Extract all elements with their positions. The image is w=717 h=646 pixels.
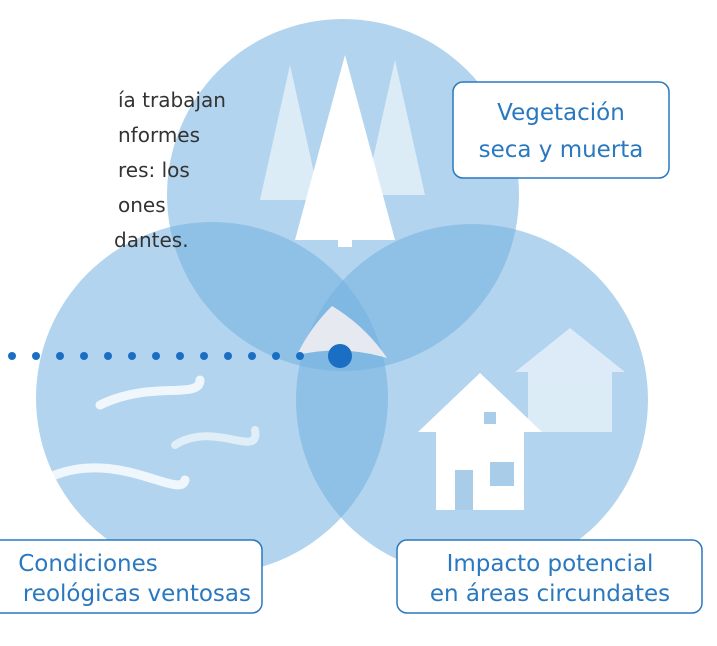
label-line: seca y muerta xyxy=(479,137,644,163)
paragraph-line: ones xyxy=(118,193,166,217)
paragraph-line: dantes. xyxy=(114,228,189,252)
label-line: en áreas circundates xyxy=(430,581,670,607)
paragraph-line: ía trabajan xyxy=(118,88,226,112)
venn-infographic: ía trabajan nformes res: los ones dantes… xyxy=(0,0,717,646)
vegetation-label: Vegetación seca y muerta xyxy=(453,82,669,178)
paragraph-line: nformes xyxy=(118,123,200,147)
weather-label: Condiciones reológicas ventosas xyxy=(0,540,262,613)
label-line: Vegetación xyxy=(497,100,625,126)
label-line: reológicas ventosas xyxy=(23,581,251,607)
impact-label: Impacto potencial en áreas circundates xyxy=(397,540,702,613)
label-line: Impacto potencial xyxy=(447,551,654,577)
paragraph-line: res: los xyxy=(118,158,190,182)
label-line: Condiciones xyxy=(18,551,158,577)
diagram: ía trabajan nformes res: los ones dantes… xyxy=(0,0,717,646)
